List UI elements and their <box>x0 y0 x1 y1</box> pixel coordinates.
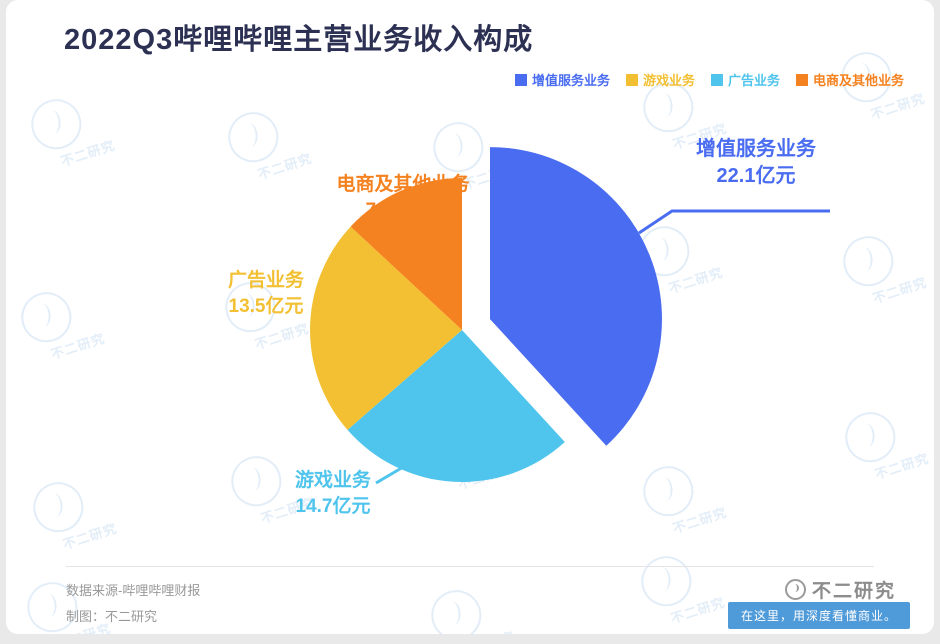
leader-line-games <box>375 461 411 485</box>
callout-ecommerce-name: 电商及其他业务 <box>336 174 470 195</box>
brand-logo-icon <box>784 579 806 600</box>
callout-value-added: 增值服务业务 22.1亿元 <box>666 136 846 190</box>
legend-item: 电商及其他业务 <box>795 70 904 89</box>
legend-label: 广告业务 <box>727 73 780 88</box>
legend-item: 游戏业务 <box>625 70 695 89</box>
callout-games-value: 14.7亿元 <box>295 495 371 517</box>
pie-chart <box>310 147 830 485</box>
brand-name: 不二研究 <box>811 581 896 602</box>
legend-swatch <box>514 73 527 86</box>
leader-line-ecommerce <box>432 223 451 255</box>
footer-divider <box>66 566 874 567</box>
pie-slice <box>347 330 565 482</box>
callout-games: 游戏业务 14.7亿元 <box>268 468 398 519</box>
legend-item: 增值服务业务 <box>514 70 610 89</box>
pie-slice <box>490 147 662 446</box>
callout-ads-name: 广告业务 <box>227 270 304 291</box>
legend-swatch <box>625 73 638 86</box>
credit-text: 制图：不二研究 <box>66 609 158 624</box>
callout-ecommerce-value: 7.58亿元 <box>365 199 441 221</box>
legend-swatch <box>710 73 723 86</box>
brand: 不二研究 <box>784 576 896 603</box>
legend-label: 电商及其他业务 <box>812 73 904 88</box>
data-source-text: 数据来源-哔哩哔哩财报 <box>66 583 201 598</box>
callout-value-added-value: 22.1亿元 <box>716 165 796 187</box>
legend-label: 游戏业务 <box>642 73 695 88</box>
callout-ads: 广告业务 13.5亿元 <box>206 268 326 319</box>
leader-line-ads <box>315 274 355 292</box>
legend-swatch <box>795 73 808 86</box>
leader-line-value-added <box>638 209 830 235</box>
callout-value-added-name: 增值服务业务 <box>696 138 816 160</box>
callout-ecommerce: 电商及其他业务 7.58亿元 <box>328 172 478 223</box>
chart-title: 2022Q3哔哩哔哩主营业务收入构成 <box>64 24 534 56</box>
brand-tagline: 在这里，用深度看懂商业。 <box>727 602 910 629</box>
legend-label: 增值服务业务 <box>531 73 610 88</box>
legend: 增值服务业务 游戏业务 广告业务 电商及其他业务 <box>514 70 904 89</box>
pie-slices <box>310 147 662 482</box>
callout-games-name: 游戏业务 <box>294 470 371 491</box>
pie-slice <box>350 178 462 330</box>
callout-ads-value: 13.5亿元 <box>228 295 304 317</box>
infographic-card: 不二研究 不二研究 不二研究 不二研究 不二研究 不二研究 不二研究 不二研究 不二研究 不二研究… <box>6 0 934 634</box>
legend-item: 广告业务 <box>710 70 780 89</box>
